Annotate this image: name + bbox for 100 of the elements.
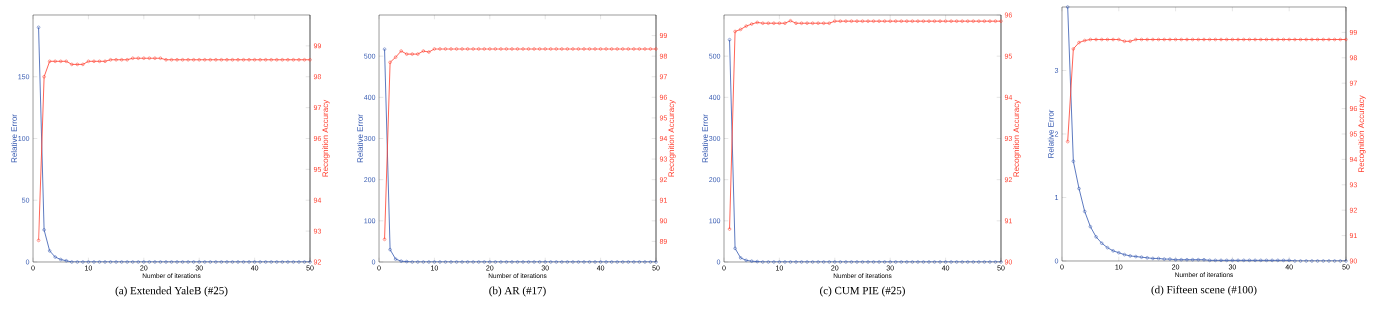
point bbox=[1304, 37, 1308, 42]
point bbox=[247, 260, 251, 264]
point bbox=[1156, 256, 1161, 261]
point bbox=[761, 21, 765, 25]
point bbox=[230, 260, 235, 264]
point bbox=[844, 260, 848, 264]
point bbox=[291, 58, 296, 62]
point bbox=[766, 260, 770, 264]
point bbox=[799, 260, 804, 264]
point bbox=[275, 58, 279, 62]
point bbox=[571, 260, 575, 264]
point bbox=[477, 260, 481, 264]
point bbox=[805, 21, 809, 25]
point bbox=[1117, 37, 1121, 42]
point bbox=[241, 58, 246, 62]
point bbox=[1225, 37, 1229, 42]
point bbox=[153, 56, 157, 60]
point bbox=[443, 47, 448, 51]
point bbox=[269, 260, 273, 264]
point bbox=[1100, 37, 1104, 42]
point bbox=[153, 260, 157, 264]
point bbox=[648, 260, 653, 264]
point bbox=[214, 58, 218, 62]
point bbox=[932, 19, 937, 23]
point bbox=[1105, 37, 1110, 42]
point bbox=[761, 260, 765, 264]
point bbox=[1190, 258, 1195, 262]
point bbox=[1264, 37, 1269, 42]
point bbox=[921, 19, 926, 23]
point bbox=[175, 58, 179, 62]
point bbox=[164, 260, 168, 264]
point bbox=[471, 260, 475, 264]
point bbox=[1134, 254, 1138, 259]
point bbox=[966, 260, 970, 264]
point bbox=[59, 257, 63, 262]
point bbox=[1230, 258, 1235, 262]
point bbox=[593, 47, 597, 51]
point bbox=[252, 58, 257, 62]
point bbox=[97, 59, 102, 63]
point bbox=[855, 260, 859, 264]
point bbox=[504, 260, 509, 264]
point bbox=[297, 260, 301, 264]
point bbox=[388, 60, 392, 64]
point bbox=[988, 260, 992, 264]
point bbox=[302, 58, 307, 62]
point bbox=[777, 260, 782, 264]
point bbox=[142, 260, 146, 264]
point bbox=[860, 260, 865, 264]
point bbox=[621, 47, 625, 51]
point bbox=[988, 19, 992, 23]
point bbox=[241, 260, 246, 264]
text: (a) Extended YaleB (#25) bbox=[115, 286, 228, 297]
point bbox=[1321, 259, 1325, 263]
point bbox=[1111, 249, 1115, 253]
point bbox=[264, 58, 268, 62]
point bbox=[615, 47, 619, 51]
point bbox=[432, 47, 437, 51]
point bbox=[164, 58, 168, 62]
point bbox=[48, 59, 52, 63]
point bbox=[510, 47, 514, 51]
point bbox=[938, 260, 942, 264]
point bbox=[1100, 241, 1104, 245]
point bbox=[894, 19, 898, 23]
point bbox=[521, 47, 525, 51]
point bbox=[1162, 257, 1166, 261]
point bbox=[883, 19, 887, 23]
point bbox=[598, 47, 603, 51]
point bbox=[1338, 259, 1342, 263]
point bbox=[1071, 47, 1075, 51]
point bbox=[794, 260, 798, 264]
point bbox=[1310, 259, 1314, 263]
point bbox=[982, 19, 987, 23]
y-axis-title: Relative Error bbox=[11, 114, 17, 163]
point bbox=[499, 47, 503, 51]
point bbox=[280, 58, 284, 62]
point bbox=[477, 47, 481, 51]
point bbox=[286, 58, 290, 62]
point bbox=[921, 260, 926, 264]
point bbox=[1088, 37, 1093, 42]
point bbox=[1173, 258, 1178, 262]
point bbox=[1321, 37, 1325, 42]
point bbox=[1259, 37, 1263, 42]
point bbox=[626, 47, 630, 51]
point bbox=[738, 256, 743, 260]
point bbox=[103, 260, 107, 264]
point bbox=[59, 59, 63, 63]
point bbox=[1315, 259, 1320, 263]
point bbox=[297, 58, 301, 62]
point bbox=[125, 58, 129, 62]
point bbox=[822, 260, 826, 264]
point bbox=[1298, 259, 1303, 263]
point bbox=[871, 260, 876, 264]
point bbox=[108, 260, 113, 264]
point bbox=[866, 19, 870, 23]
point bbox=[70, 260, 74, 264]
point bbox=[827, 260, 831, 264]
point bbox=[783, 21, 787, 25]
point bbox=[810, 21, 815, 25]
point bbox=[421, 260, 425, 264]
point bbox=[788, 260, 793, 264]
